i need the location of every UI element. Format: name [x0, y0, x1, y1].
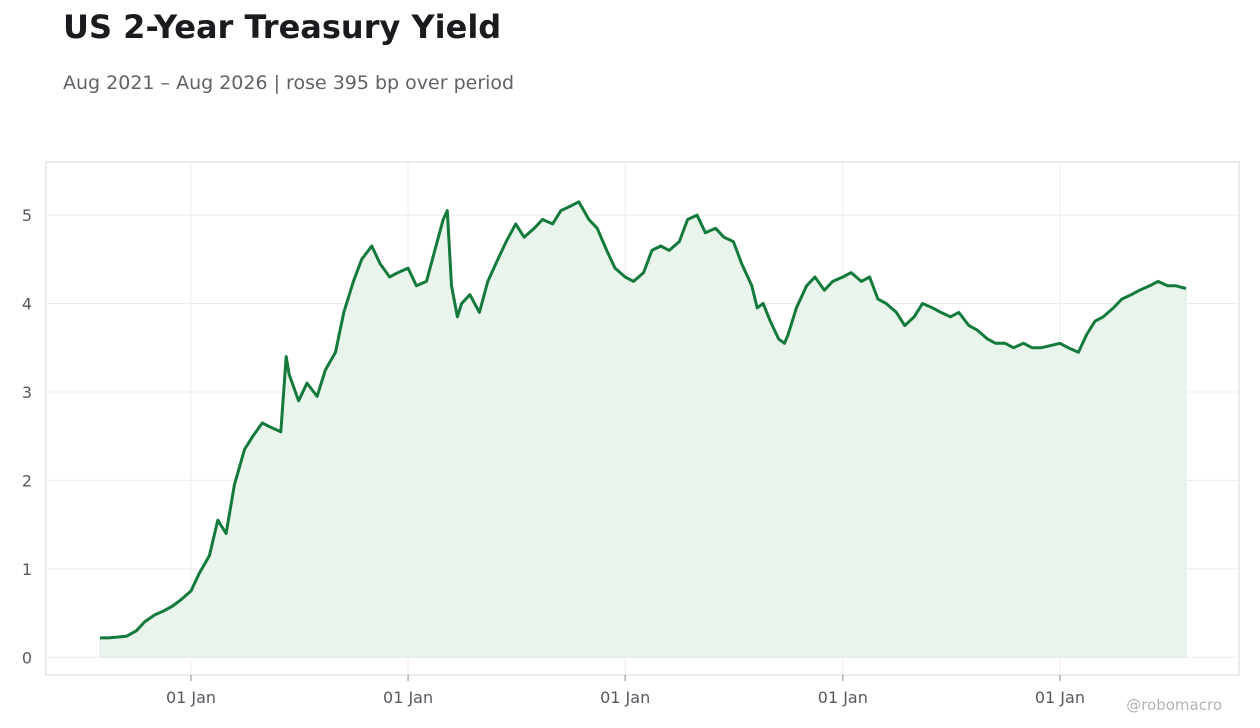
x-tick-label: 01 Jan — [818, 688, 868, 707]
y-tick-label: 1 — [22, 560, 32, 579]
y-tick-label: 2 — [22, 471, 32, 490]
area-layer — [99, 200, 1187, 658]
y-tick-label: 3 — [22, 383, 32, 402]
x-tick-label: 01 Jan — [166, 688, 216, 707]
watermark: @robomacro — [1126, 696, 1222, 714]
series-line — [100, 200, 1187, 640]
plot-frame — [45, 161, 1240, 676]
x-tick-label: 01 Jan — [1035, 688, 1085, 707]
y-tick-label: 4 — [22, 295, 32, 314]
y-tick-label: 5 — [22, 206, 32, 225]
x-tick-label: 01 Jan — [383, 688, 433, 707]
y-axis: 0 1 2 3 4 5 — [22, 206, 32, 667]
x-axis: 01 Jan 01 Jan 01 Jan 01 Jan 01 Jan — [166, 675, 1085, 707]
y-tick-label: 0 — [22, 648, 32, 667]
chart-title: US 2-Year Treasury Yield — [63, 8, 502, 46]
chart-subtitle: Aug 2021 – Aug 2026 | rose 395 bp over p… — [63, 72, 515, 94]
x-tick-label: 01 Jan — [600, 688, 650, 707]
